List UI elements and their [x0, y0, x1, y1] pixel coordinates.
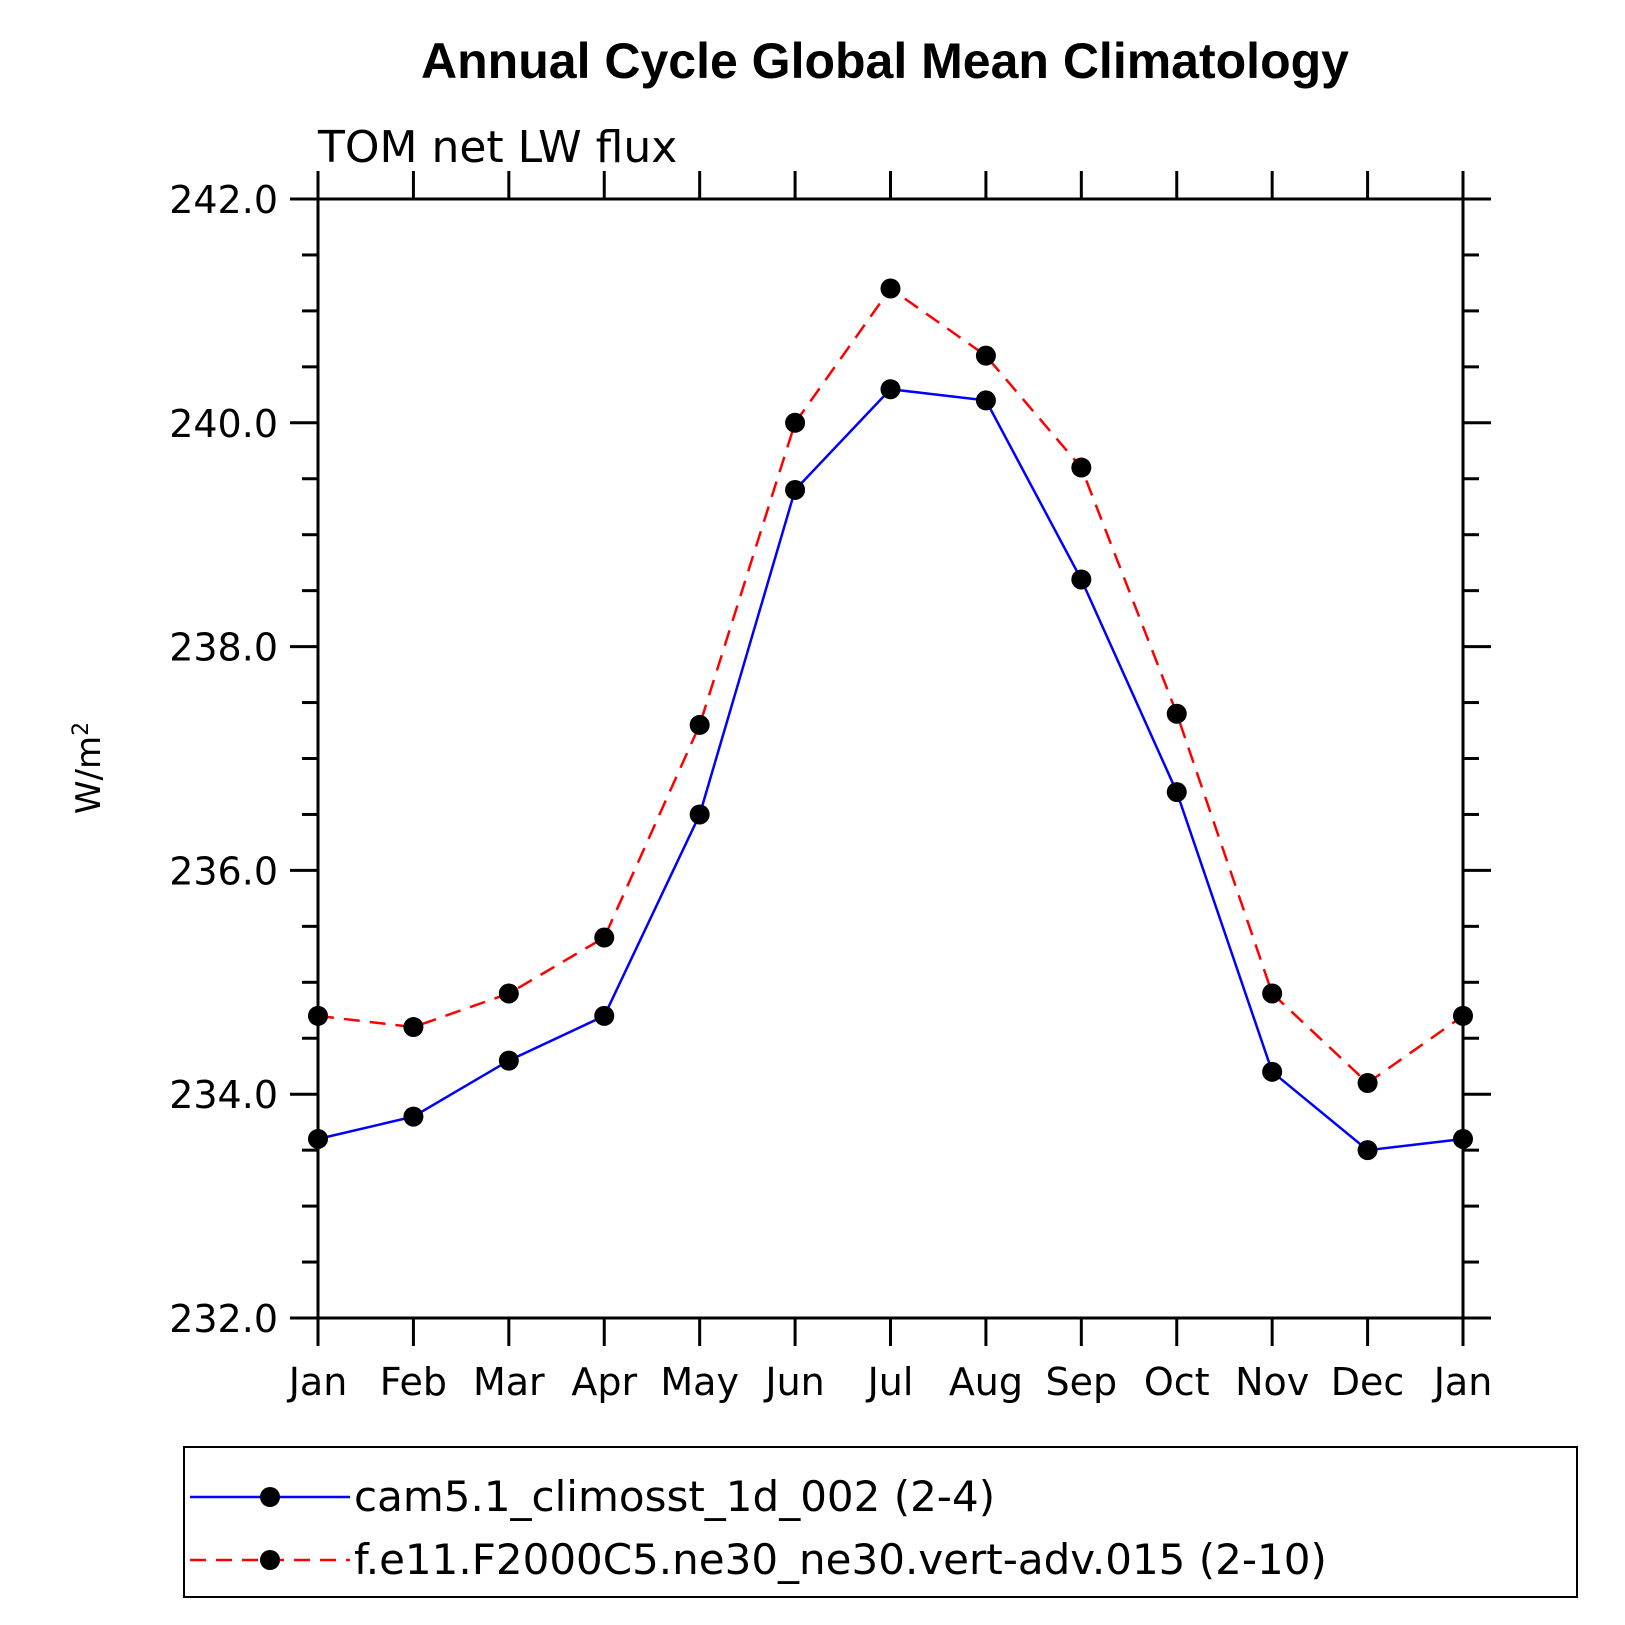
data-point-series-1	[308, 1128, 328, 1149]
data-point-series-1	[594, 1005, 615, 1026]
x-tick-label: Feb	[380, 1360, 447, 1404]
x-tick-label: May	[660, 1360, 739, 1404]
x-tick-label: Jan	[287, 1360, 348, 1404]
x-tick-label: Jul	[866, 1360, 914, 1404]
x-axis-ticks: Jan Feb Mar Apr May Jun Jul Aug Sep Oct Nov Dec Jan	[287, 171, 1493, 1404]
chart-title: Annual Cycle Global Mean Climatology	[421, 33, 1349, 89]
data-point-series-1	[1166, 782, 1187, 803]
data-point-series-2	[1166, 703, 1187, 724]
y-tick-label: 240.0	[169, 402, 278, 446]
chart-subtitle: TOM net LW flux	[317, 122, 677, 173]
data-point-series-1	[1453, 1128, 1473, 1149]
legend-marker-series-2	[260, 1550, 280, 1570]
data-point-series-1	[880, 379, 901, 400]
legend-marker-series-1	[260, 1487, 280, 1507]
data-point-series-1	[403, 1106, 424, 1127]
y-tick-label: 242.0	[169, 178, 278, 222]
data-point-series-2	[880, 278, 901, 299]
legend-box	[183, 1446, 1578, 1598]
x-tick-label: Oct	[1144, 1360, 1210, 1404]
y-axis-label: W/m2	[69, 722, 109, 814]
plot-border	[316, 197, 1465, 1320]
legend: cam5.1_climosst_1d_002 (2-4) f.e11.F2000C…	[183, 1446, 1578, 1598]
x-tick-label: Sep	[1046, 1360, 1118, 1404]
data-point-series-1	[975, 390, 996, 411]
plot-frame	[316, 197, 1465, 1320]
x-tick-label: Apr	[571, 1360, 637, 1404]
x-tick-label: Mar	[473, 1360, 545, 1404]
data-point-series-1	[785, 479, 806, 500]
data-point-series-2	[403, 1017, 424, 1038]
data-point-series-1	[1357, 1140, 1378, 1161]
series-lines	[317, 286, 1464, 1152]
data-point-series-1	[498, 1050, 519, 1071]
y-tick-label: 232.0	[169, 1297, 278, 1341]
data-point-series-2	[1071, 457, 1092, 478]
y-tick-label: 236.0	[169, 849, 278, 893]
legend-label-series-1: cam5.1_climosst_1d_002 (2-4)	[354, 1472, 995, 1521]
series-line-1	[317, 387, 1464, 1152]
data-point-series-2	[498, 983, 519, 1004]
data-point-series-2	[1453, 1005, 1473, 1026]
data-point-series-2	[1357, 1073, 1378, 1094]
data-point-series-2	[594, 927, 615, 948]
x-tick-label: Jan	[1432, 1360, 1493, 1404]
data-point-series-1	[689, 804, 710, 825]
data-point-series-2	[975, 345, 996, 366]
legend-label-series-2: f.e11.F2000C5.ne30_ne30.vert-adv.015 (2-…	[354, 1535, 1327, 1584]
data-point-series-2	[785, 412, 806, 433]
data-point-series-2	[689, 714, 710, 735]
y-tick-label: 234.0	[169, 1073, 278, 1117]
x-tick-label: Nov	[1235, 1360, 1309, 1404]
y-axis-ticks: 232.0 234.0 236.0 238.0 240.0 242.0	[169, 178, 1491, 1341]
x-tick-label: Jun	[763, 1360, 824, 1404]
data-point-series-1	[1262, 1061, 1283, 1082]
series-points	[308, 278, 1473, 1161]
x-tick-label: Dec	[1331, 1360, 1405, 1404]
y-tick-label: 238.0	[169, 626, 278, 670]
x-tick-label: Aug	[949, 1360, 1023, 1404]
data-point-series-1	[1071, 569, 1092, 590]
series-line-2	[317, 286, 1464, 1085]
data-point-series-2	[308, 1005, 328, 1026]
y-axis-label-superscript: 2	[69, 722, 94, 736]
data-point-series-2	[1262, 983, 1283, 1004]
y-axis-label-unit: W/m	[69, 736, 109, 814]
